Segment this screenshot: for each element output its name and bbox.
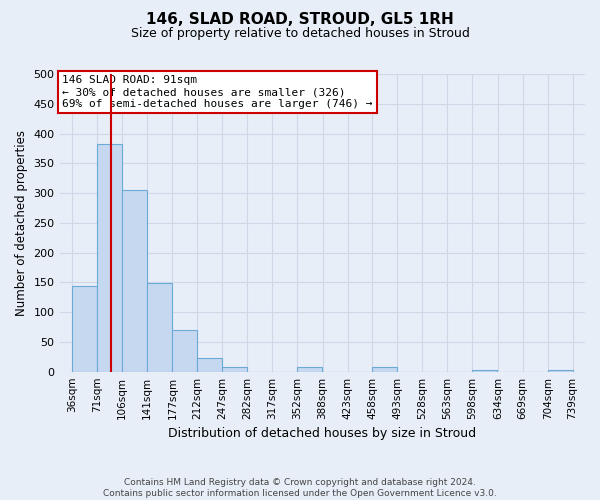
Bar <box>472 370 497 372</box>
Text: 146, SLAD ROAD, STROUD, GL5 1RH: 146, SLAD ROAD, STROUD, GL5 1RH <box>146 12 454 28</box>
Y-axis label: Number of detached properties: Number of detached properties <box>15 130 28 316</box>
Bar <box>297 367 322 372</box>
Bar <box>197 358 222 372</box>
Bar <box>72 286 97 372</box>
Bar <box>172 330 197 372</box>
X-axis label: Distribution of detached houses by size in Stroud: Distribution of detached houses by size … <box>168 427 476 440</box>
Bar <box>147 283 172 372</box>
Bar <box>548 370 572 372</box>
Bar <box>222 367 247 372</box>
Bar <box>373 367 397 372</box>
Bar <box>122 190 147 372</box>
Text: Size of property relative to detached houses in Stroud: Size of property relative to detached ho… <box>131 28 469 40</box>
Bar <box>97 144 122 372</box>
Text: 146 SLAD ROAD: 91sqm
← 30% of detached houses are smaller (326)
69% of semi-deta: 146 SLAD ROAD: 91sqm ← 30% of detached h… <box>62 76 373 108</box>
Text: Contains HM Land Registry data © Crown copyright and database right 2024.
Contai: Contains HM Land Registry data © Crown c… <box>103 478 497 498</box>
